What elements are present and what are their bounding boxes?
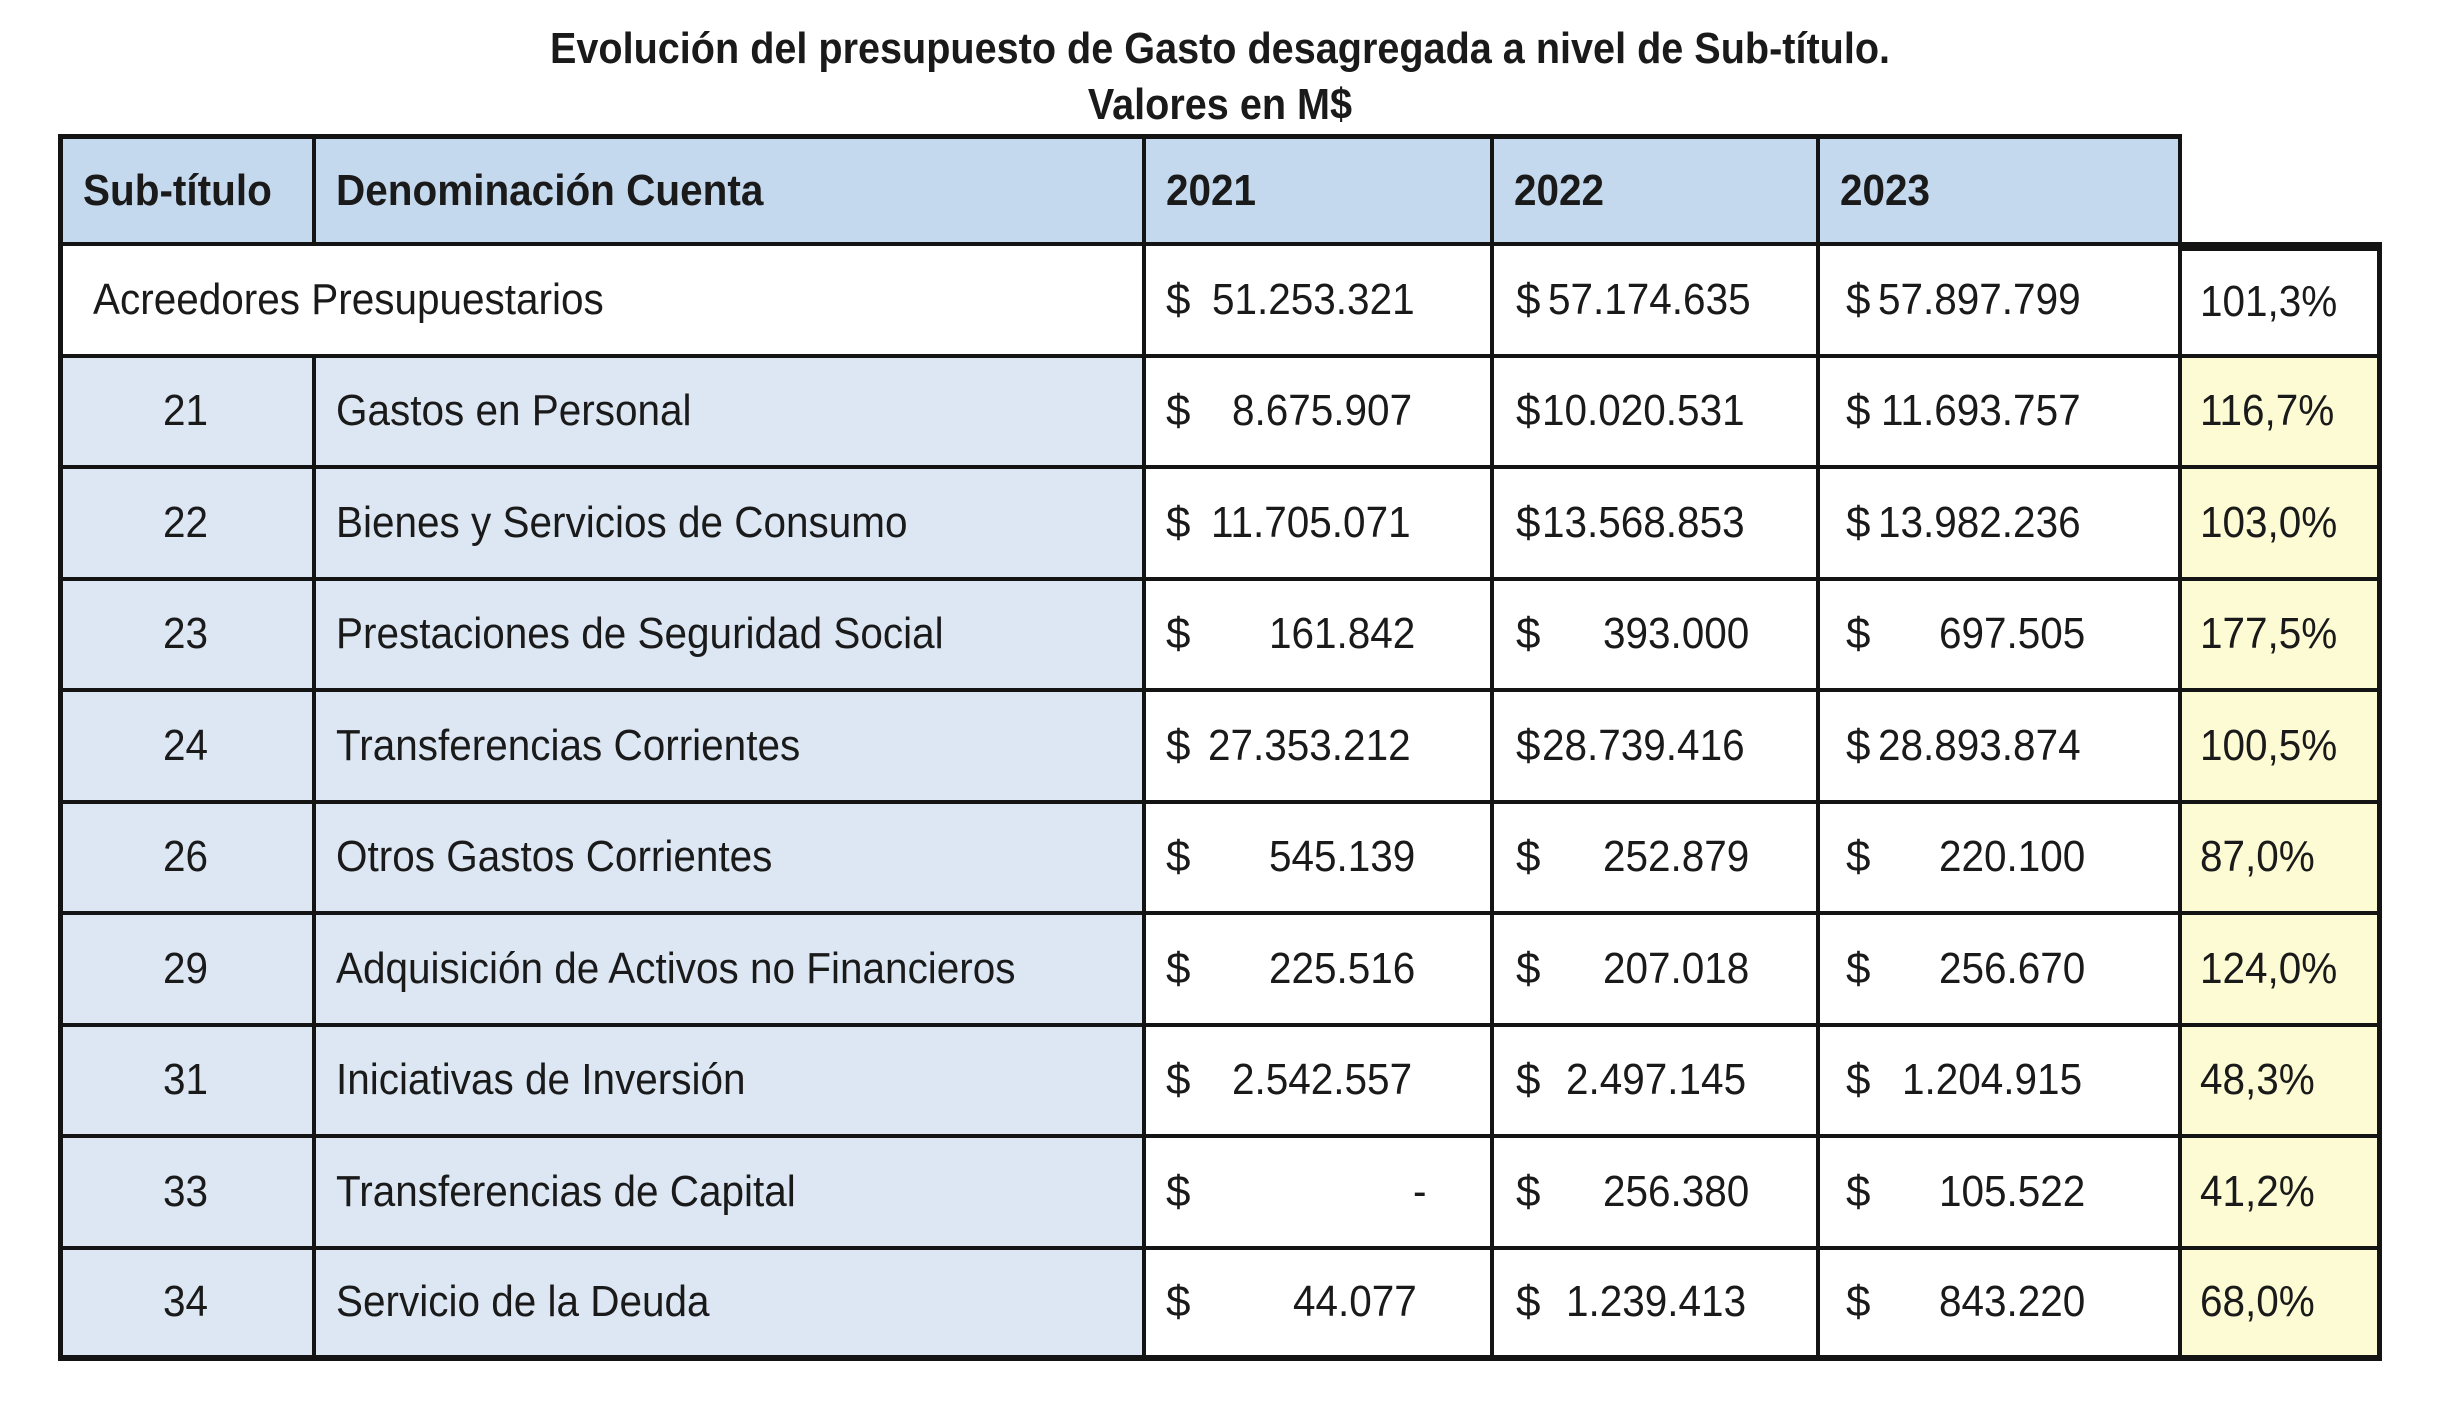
value-2021-cell: $545.139	[1146, 803, 1494, 915]
pct-cell: 124,0%	[2182, 915, 2382, 1027]
pct-cell: 68,0%	[2182, 1249, 2382, 1361]
subtitulo-cell: 22	[58, 469, 316, 581]
value-2021-cell: $225.516	[1146, 915, 1494, 1027]
subtitulo-cell: 23	[58, 580, 316, 692]
pct-cell: 103,0%	[2182, 469, 2382, 581]
value-2022-cell: $207.018	[1494, 915, 1820, 1027]
value-2022-cell: $1.239.413	[1494, 1249, 1820, 1361]
value-2023-cell: $28.893.874	[1820, 692, 2182, 804]
value-2023-cell: $11.693.757	[1820, 357, 2182, 469]
value-2022-cell: $28.739.416	[1494, 692, 1820, 804]
value-2021-cell: $11.705.071	[1146, 469, 1494, 581]
total-row-label: Acreedores Presupuestarios	[58, 246, 1146, 358]
value-2021-cell: $ -	[1146, 1138, 1494, 1250]
table-subtitle: Valores en M$	[1087, 80, 1353, 129]
pct-cell: 177,5%	[2182, 580, 2382, 692]
header-denominacion: Denominación Cuenta	[316, 134, 1146, 246]
denominacion-cell: Prestaciones de Seguridad Social	[316, 580, 1146, 692]
pct-cell: 87,0%	[2182, 803, 2382, 915]
pct-cell: 48,3%	[2182, 1026, 2382, 1138]
table-title: Evolución del presupuesto de Gasto desag…	[549, 24, 1891, 73]
header-2022: 2022	[1494, 134, 1820, 246]
pct-cell: 116,7%	[2182, 357, 2382, 469]
value-2023-cell: $697.505	[1820, 580, 2182, 692]
subtitulo-cell: 34	[58, 1249, 316, 1361]
denominacion-cell: Gastos en Personal	[316, 357, 1146, 469]
subtitulo-cell: 29	[58, 915, 316, 1027]
budget-table: Sub-título Denominación Cuenta 2021 2022…	[58, 134, 2382, 1361]
subtitulo-cell: 33	[58, 1138, 316, 1250]
subtitulo-cell: 26	[58, 803, 316, 915]
value-2022-cell: $393.000	[1494, 580, 1820, 692]
value-2023-cell: $843.220	[1820, 1249, 2182, 1361]
value-2021-cell: $8.675.907	[1146, 357, 1494, 469]
denominacion-cell: Iniciativas de Inversión	[316, 1026, 1146, 1138]
total-2021: $51.253.321	[1146, 246, 1494, 358]
denominacion-cell: Transferencias de Capital	[316, 1138, 1146, 1250]
value-2023-cell: $256.670	[1820, 915, 2182, 1027]
value-2022-cell: $256.380	[1494, 1138, 1820, 1250]
header-spacer	[2182, 134, 2382, 246]
subtitulo-cell: 31	[58, 1026, 316, 1138]
value-2021-cell: $161.842	[1146, 580, 1494, 692]
denominacion-cell: Servicio de la Deuda	[316, 1249, 1146, 1361]
subtitulo-cell: 24	[58, 692, 316, 804]
denominacion-cell: Transferencias Corrientes	[316, 692, 1146, 804]
denominacion-cell: Otros Gastos Corrientes	[316, 803, 1146, 915]
denominacion-cell: Adquisición de Activos no Financieros	[316, 915, 1146, 1027]
total-pct: 101,3%	[2182, 246, 2382, 358]
value-2023-cell: $13.982.236	[1820, 469, 2182, 581]
value-2023-cell: $220.100	[1820, 803, 2182, 915]
value-2021-cell: $44.077	[1146, 1249, 1494, 1361]
header-2023: 2023	[1820, 134, 2182, 246]
value-2021-cell: $2.542.557	[1146, 1026, 1494, 1138]
header-2021: 2021	[1146, 134, 1494, 246]
value-2023-cell: $105.522	[1820, 1138, 2182, 1250]
value-2022-cell: $2.497.145	[1494, 1026, 1820, 1138]
pct-cell: 41,2%	[2182, 1138, 2382, 1250]
pct-cell: 100,5%	[2182, 692, 2382, 804]
value-2022-cell: $10.020.531	[1494, 357, 1820, 469]
value-2023-cell: $1.204.915	[1820, 1026, 2182, 1138]
value-2021-cell: $27.353.212	[1146, 692, 1494, 804]
total-2023: $57.897.799	[1820, 246, 2182, 358]
value-2022-cell: $13.568.853	[1494, 469, 1820, 581]
subtitulo-cell: 21	[58, 357, 316, 469]
total-2022: $57.174.635	[1494, 246, 1820, 358]
value-2022-cell: $252.879	[1494, 803, 1820, 915]
denominacion-cell: Bienes y Servicios de Consumo	[316, 469, 1146, 581]
header-subtitulo: Sub-título	[58, 134, 316, 246]
